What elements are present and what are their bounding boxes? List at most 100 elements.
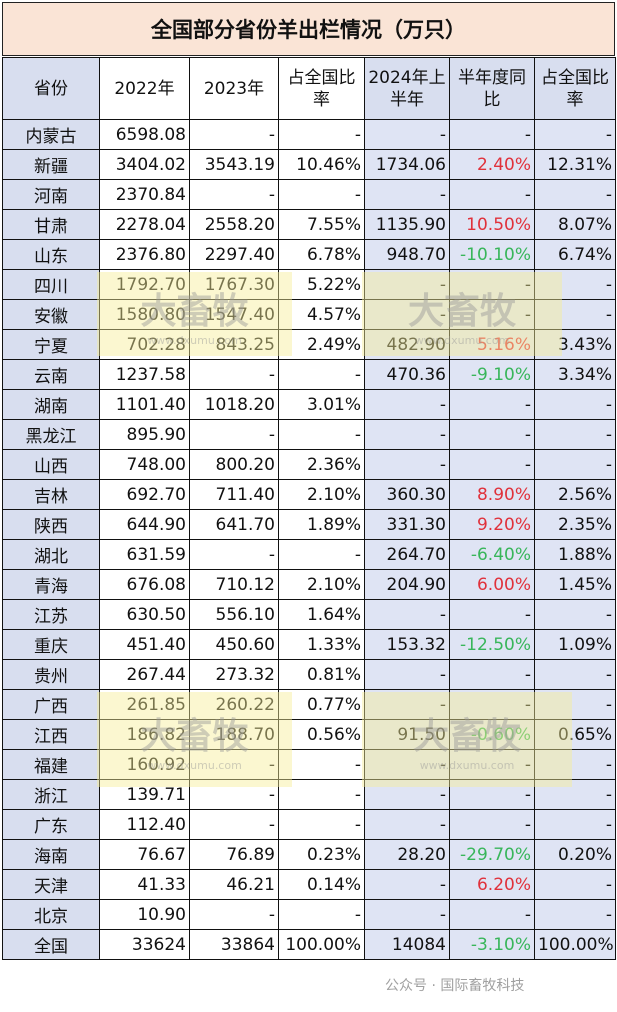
value-h1-2024-cell: 1734.06 [364,149,450,180]
table-row: 北京 10.90- - - - - [2,899,616,930]
yoy-cell: -29.70% [449,839,535,870]
share-2023-cell: - [278,359,365,390]
value-2023-cell: - [189,899,279,930]
table-row: 全国 33624 33864 100.00% 14084 -3.10% 100.00% [2,929,616,960]
table-row: 甘肃 2278.04 2558.20 7.55% 1135.90 10.50% 8.07% [2,209,616,240]
value-h1-2024-cell: 28.20 [364,839,450,870]
yoy-cell: - [449,899,535,930]
province-cell: 内蒙古 [2,119,100,150]
table-row: 安徽 1580.80 1547.40 4.57% - - - [2,299,616,330]
share-2024-cell: - [534,389,616,420]
footer-source: 公众号 · 国际畜牧科技 [385,978,525,994]
value-h1-2024-cell: - [364,449,450,480]
header-h1-2024: 2024年上半年 [364,57,450,120]
share-2023-cell: 0.81% [278,659,365,690]
share-2024-cell: 2.56% [534,479,616,510]
share-2023-cell: 10.46% [278,149,365,180]
table-row: 福建 160.92- - - - - [2,749,616,780]
share-2023-cell: - [278,119,365,150]
header-2022: 2022年 [99,57,190,120]
value-h1-2024-cell: 331.30 [364,509,450,540]
province-cell: 全国 [2,929,100,960]
value-2023-cell: 2558.20 [189,209,279,240]
value-h1-2024-cell: - [364,299,450,330]
value-2022-cell: 1580.80 [99,299,190,330]
yoy-cell: - [449,599,535,630]
value-2022-cell: 631.59 [99,539,190,570]
share-2023-cell: 1.33% [278,629,365,660]
share-2024-cell: - [534,659,616,690]
value-h1-2024-cell: - [364,269,450,300]
yoy-cell: - [449,269,535,300]
table-row: 重庆 451.40 450.60 1.33% 153.32 -12.50% 1.09% [2,629,616,660]
value-2022-cell: 1101.40 [99,389,190,420]
province-cell: 四川 [2,269,100,300]
province-cell: 广东 [2,809,100,840]
value-h1-2024-cell: - [364,809,450,840]
share-2023-cell: 100.00% [278,929,365,960]
value-h1-2024-cell: 153.32 [364,629,450,660]
value-2023-cell: 76.89 [189,839,279,870]
value-2023-cell: - [189,359,279,390]
value-h1-2024-cell: 948.70 [364,239,450,270]
yoy-cell: - [449,449,535,480]
table-row: 青海 676.08 710.12 2.10% 204.90 6.00% 1.45% [2,569,616,600]
value-h1-2024-cell: - [364,179,450,210]
province-cell: 山东 [2,239,100,270]
value-2023-cell: - [189,779,279,810]
value-2022-cell: 702.28 [99,329,190,360]
province-cell: 湖南 [2,389,100,420]
share-2023-cell: 1.64% [278,599,365,630]
sheep-output-table: 省份 2022年 2023年 占全国比率 2024年上半年 半年度同比 占全国比… [2,57,616,960]
yoy-cell: 8.90% [449,479,535,510]
value-2023-cell: 2297.40 [189,239,279,270]
table-row: 吉林 692.70 711.40 2.10% 360.30 8.90% 2.56% [2,479,616,510]
value-2022-cell: 112.40 [99,809,190,840]
share-2023-cell: 6.78% [278,239,365,270]
header-share-2024: 占全国比率 [534,57,616,120]
value-2022-cell: 895.90 [99,419,190,450]
header-share-2023: 占全国比率 [278,57,365,120]
province-cell: 江西 [2,719,100,750]
share-2023-cell: 7.55% [278,209,365,240]
share-2024-cell: 1.09% [534,629,616,660]
yoy-cell: -12.50% [449,629,535,660]
value-2022-cell: 748.00 [99,449,190,480]
value-h1-2024-cell: - [364,419,450,450]
value-h1-2024-cell: 91.50 [364,719,450,750]
value-h1-2024-cell: - [364,659,450,690]
value-2022-cell: 1237.58 [99,359,190,390]
value-2022-cell: 267.44 [99,659,190,690]
value-h1-2024-cell: - [364,119,450,150]
share-2024-cell: - [534,269,616,300]
value-h1-2024-cell: 470.36 [364,359,450,390]
table-row: 江苏 630.50 556.10 1.64% - - - [2,599,616,630]
share-2024-cell: 2.35% [534,509,616,540]
table-row: 江西 186.82 188.70 0.56% 91.50 -0.60% 0.65% [2,719,616,750]
table-row: 河南 2370.84- - - - - [2,179,616,210]
value-2023-cell: 843.25 [189,329,279,360]
table-row: 天津 41.33 46.21 0.14% -6.20% - [2,869,616,900]
table-row: 云南 1237.58- -470.36 -9.10% 3.34% [2,359,616,390]
share-2023-cell: 5.22% [278,269,365,300]
value-2023-cell: 260.22 [189,689,279,720]
province-cell: 山西 [2,449,100,480]
value-2022-cell: 6598.08 [99,119,190,150]
province-cell: 甘肃 [2,209,100,240]
province-cell: 云南 [2,359,100,390]
share-2024-cell: - [534,689,616,720]
value-2023-cell: 3543.19 [189,149,279,180]
header-yoy: 半年度同比 [449,57,535,120]
yoy-cell: - [449,779,535,810]
value-2022-cell: 630.50 [99,599,190,630]
table-row: 湖北 631.59- -264.70 -6.40% 1.88% [2,539,616,570]
share-2024-cell: - [534,119,616,150]
province-cell: 青海 [2,569,100,600]
table-row: 山东 2376.80 2297.40 6.78% 948.70 -10.10% 6.74% [2,239,616,270]
value-2022-cell: 160.92 [99,749,190,780]
share-2024-cell: 1.45% [534,569,616,600]
value-2022-cell: 139.71 [99,779,190,810]
province-cell: 安徽 [2,299,100,330]
value-h1-2024-cell: - [364,869,450,900]
share-2024-cell: 100.00% [534,929,616,960]
